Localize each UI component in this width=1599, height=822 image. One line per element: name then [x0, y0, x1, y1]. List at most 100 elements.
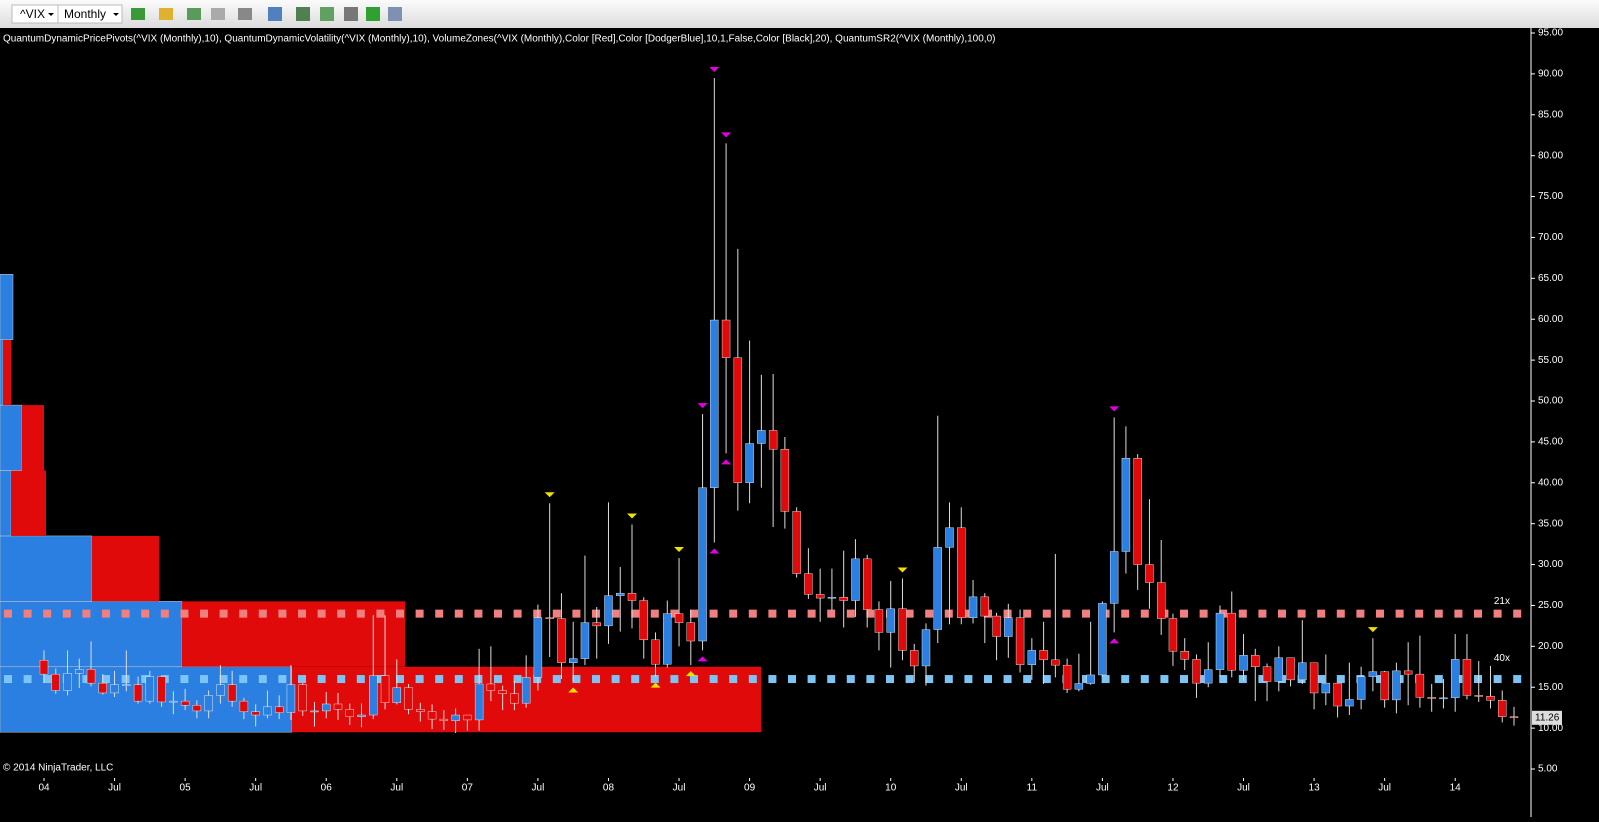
pivot-low	[709, 548, 720, 554]
level-dot	[690, 675, 698, 684]
x-tick-label: Jul	[814, 783, 827, 794]
level-dot	[396, 609, 404, 618]
level-dot	[886, 675, 894, 684]
candle-body	[1192, 659, 1201, 684]
level-dot	[200, 675, 208, 684]
candle-body	[1133, 458, 1142, 565]
candle-body	[451, 714, 460, 721]
level-dot	[650, 675, 659, 684]
level-dot	[1042, 609, 1051, 618]
symbol[interactable]: ^VIX	[20, 7, 45, 21]
properties-icon[interactable]	[388, 7, 402, 21]
level-dot	[729, 675, 738, 684]
x-tick-label: 10	[885, 783, 897, 794]
candle-body	[204, 695, 213, 712]
candle-body	[1427, 697, 1436, 699]
candle-body	[768, 430, 778, 450]
level-dot	[494, 609, 502, 618]
y-tick-label: 25.00	[1538, 600, 1563, 611]
draw-icon[interactable]	[159, 8, 173, 20]
level-dot	[709, 675, 718, 684]
level-dot	[1023, 609, 1032, 618]
candle-body	[580, 622, 590, 659]
candle-body	[1356, 676, 1366, 700]
level-dot	[1474, 609, 1482, 618]
chart-icon[interactable]	[344, 7, 358, 21]
level-dot	[102, 609, 110, 618]
candle-body	[1227, 612, 1236, 671]
y-tick-label: 15.00	[1538, 682, 1563, 693]
candle-body	[1474, 695, 1483, 697]
candle-body	[898, 608, 907, 651]
candle-body	[51, 673, 60, 691]
level-dot	[611, 675, 620, 684]
candle-body	[992, 615, 1001, 637]
candle-body	[1098, 603, 1107, 676]
volume-zone-down	[92, 535, 159, 602]
candle-body	[886, 608, 895, 633]
candle-body	[216, 684, 225, 696]
level-dot	[768, 675, 777, 684]
money-icon[interactable]	[366, 7, 380, 21]
candle-body	[1051, 659, 1060, 666]
candle-body	[1145, 564, 1154, 583]
candle-body	[463, 714, 472, 721]
candle-body	[39, 660, 49, 675]
level-dot	[1140, 609, 1149, 618]
indicator-icon[interactable]	[296, 7, 310, 21]
candle-body	[1509, 716, 1519, 719]
strategy-icon[interactable]	[320, 7, 334, 21]
zoom-icon[interactable]	[268, 7, 282, 21]
toolbar	[0, 0, 1599, 28]
level-dot	[572, 675, 581, 684]
level-dot	[337, 609, 346, 618]
level-dot	[1199, 675, 1208, 684]
candle-body	[1168, 618, 1178, 652]
tool-icon[interactable]	[187, 8, 201, 20]
candle-body	[1074, 683, 1084, 690]
level-dot	[376, 609, 385, 618]
candle-body	[1121, 458, 1131, 552]
level-dot	[435, 675, 444, 684]
volume-zone-up	[0, 470, 12, 537]
bar-type-icon[interactable]	[131, 8, 145, 20]
indicator-list: QuantumDynamicPricePivots(^VIX (Monthly)…	[3, 34, 995, 45]
candle-body	[1298, 662, 1307, 681]
candle-body	[545, 617, 554, 619]
interval-box[interactable]	[57, 4, 123, 24]
candle-body	[369, 675, 378, 716]
level-dot	[82, 609, 91, 618]
level-dot	[1219, 675, 1228, 684]
candle-body	[275, 706, 284, 713]
y-tick-label: 30.00	[1538, 559, 1563, 570]
candle-body	[651, 639, 660, 665]
candle-body	[1403, 670, 1413, 675]
level-dot	[494, 675, 502, 684]
candle-body	[792, 511, 801, 574]
interval[interactable]: Monthly	[64, 7, 106, 21]
candle-body	[416, 709, 425, 712]
level-dot	[415, 609, 424, 618]
pivot-low	[721, 459, 732, 465]
candle-body	[1274, 657, 1284, 682]
candle-body	[1415, 673, 1425, 698]
level-dot	[1513, 675, 1522, 684]
candle-body	[286, 684, 296, 713]
x-tick-label: 11	[1027, 783, 1038, 794]
level-dot	[650, 609, 659, 618]
level-dot	[239, 609, 248, 618]
x-tick-label: 09	[744, 783, 756, 794]
level-dot	[258, 675, 267, 684]
level-dot	[690, 609, 698, 618]
candle-body	[133, 684, 143, 702]
level-dot	[180, 675, 189, 684]
tool-icon[interactable]	[211, 8, 225, 20]
candle-body	[910, 650, 919, 667]
volume-zone-up	[0, 535, 93, 602]
level-dot	[141, 675, 150, 684]
candle-body	[298, 684, 307, 712]
cursor-icon[interactable]	[238, 8, 252, 20]
level-dot	[1336, 675, 1345, 684]
y-tick-label: 70.00	[1538, 232, 1563, 243]
level-dot	[1180, 675, 1188, 684]
